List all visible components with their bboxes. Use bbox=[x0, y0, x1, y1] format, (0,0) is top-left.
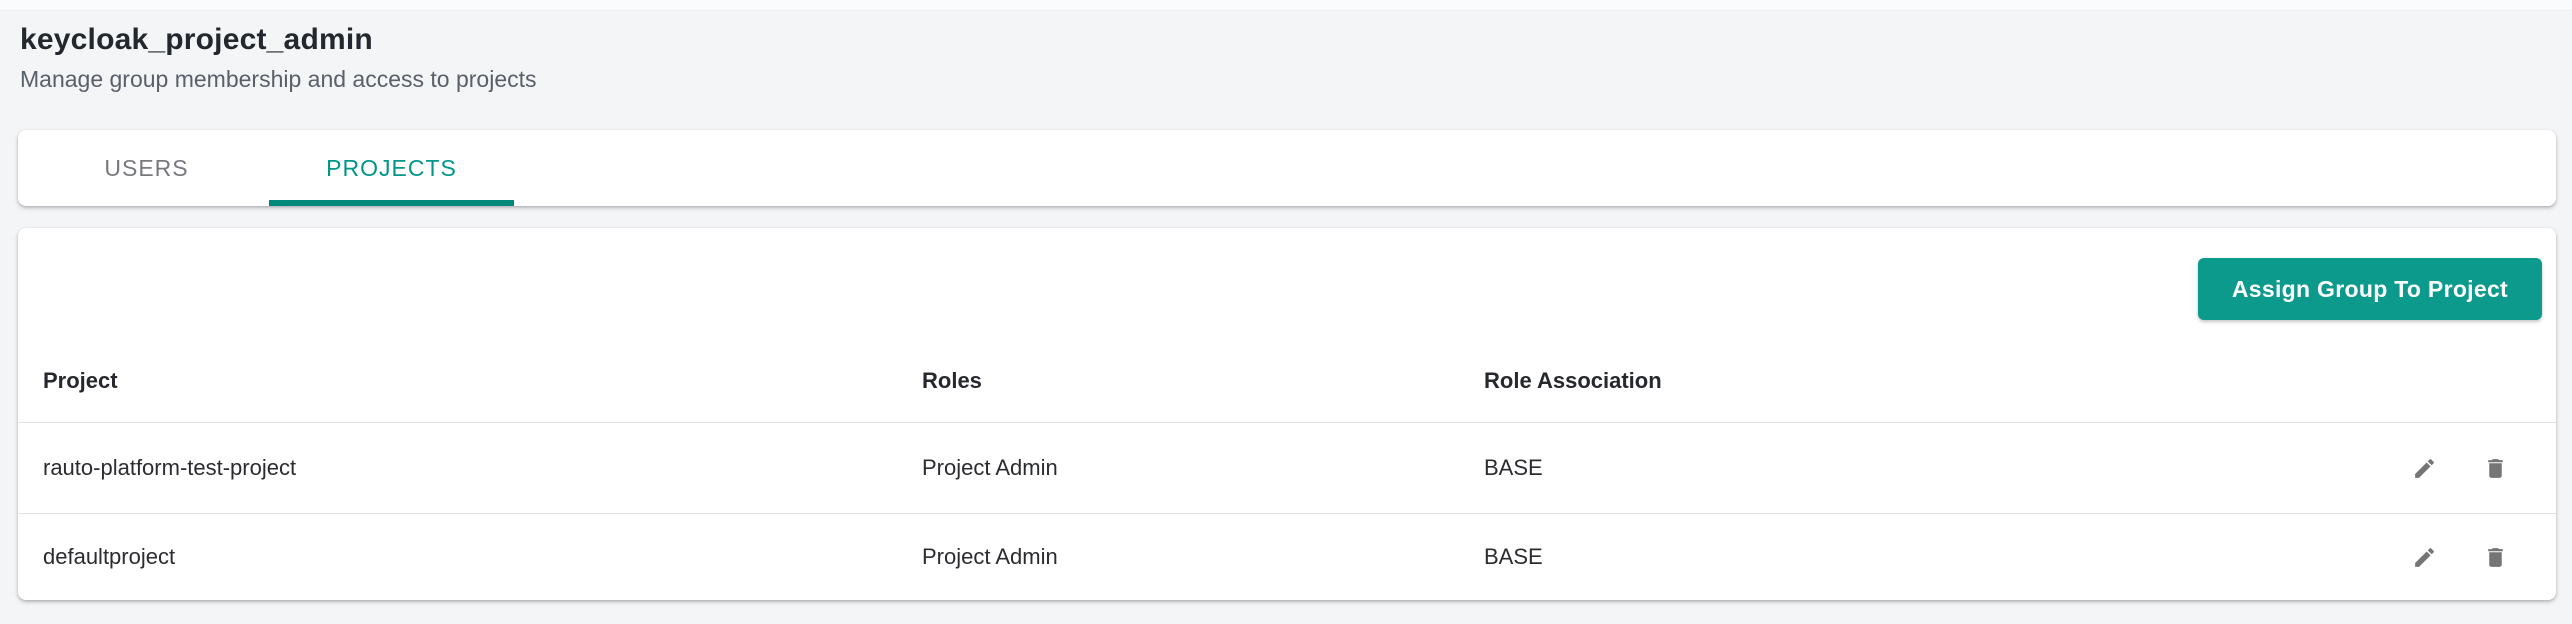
delete-button[interactable] bbox=[2477, 450, 2513, 486]
row-actions bbox=[2046, 450, 2556, 486]
column-header-role-association: Role Association bbox=[1484, 368, 1662, 393]
role-association-cell: BASE bbox=[1484, 455, 1543, 480]
delete-icon bbox=[2483, 456, 2508, 481]
delete-icon bbox=[2483, 545, 2508, 570]
project-cell: rauto-platform-test-project bbox=[43, 455, 297, 480]
active-tab-indicator bbox=[269, 200, 514, 206]
row-actions bbox=[2046, 539, 2556, 575]
tab-users[interactable]: USERS bbox=[24, 130, 269, 206]
project-cell: defaultproject bbox=[43, 544, 176, 569]
table-row: defaultproject Project Admin BASE bbox=[18, 514, 2556, 600]
edit-button[interactable] bbox=[2406, 450, 2442, 486]
roles-cell: Project Admin bbox=[922, 455, 1058, 480]
top-strip bbox=[0, 0, 2572, 11]
role-association-cell: BASE bbox=[1484, 544, 1543, 569]
projects-panel: Assign Group To Project Project Roles Ro… bbox=[18, 228, 2556, 600]
edit-button[interactable] bbox=[2406, 539, 2442, 575]
page-subtitle: Manage group membership and access to pr… bbox=[20, 66, 537, 92]
edit-icon bbox=[2412, 545, 2437, 570]
roles-cell: Project Admin bbox=[922, 544, 1058, 569]
page-title: keycloak_project_admin bbox=[20, 23, 373, 56]
column-header-roles: Roles bbox=[922, 368, 982, 393]
tab-projects-label: PROJECTS bbox=[326, 154, 457, 181]
assign-group-to-project-button[interactable]: Assign Group To Project bbox=[2197, 258, 2542, 320]
table-row: rauto-platform-test-project Project Admi… bbox=[18, 423, 2556, 514]
page-header: keycloak_project_admin Manage group memb… bbox=[20, 22, 2552, 93]
tab-bar: USERS PROJECTS bbox=[18, 130, 2556, 206]
delete-button[interactable] bbox=[2477, 539, 2513, 575]
edit-icon bbox=[2412, 456, 2437, 481]
tab-projects[interactable]: PROJECTS bbox=[269, 130, 514, 206]
column-header-project: Project bbox=[43, 368, 118, 393]
projects-table: Project Roles Role Association rauto-pla… bbox=[18, 340, 2556, 600]
table-header-row: Project Roles Role Association bbox=[18, 340, 2556, 423]
